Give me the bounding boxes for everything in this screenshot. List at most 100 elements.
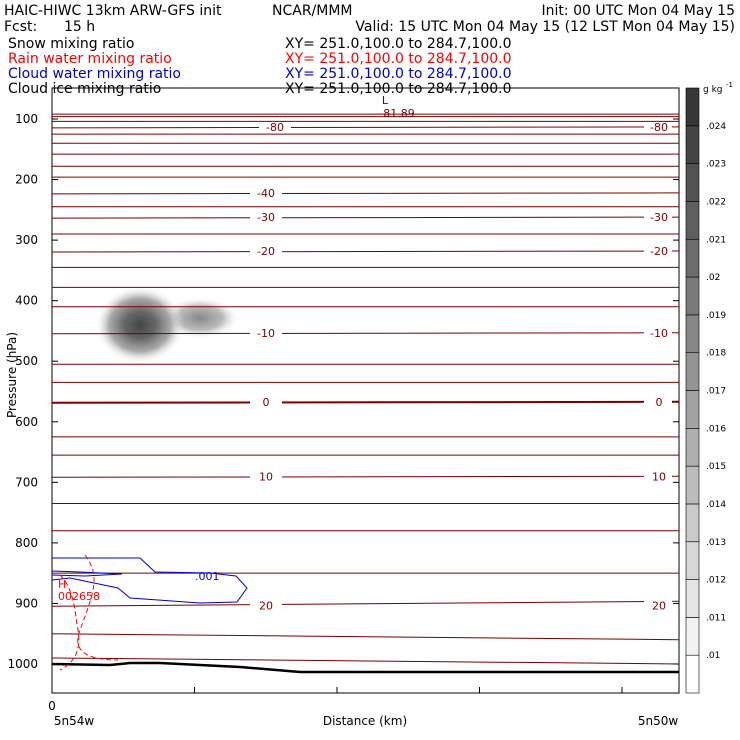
colorbar-level-label: .022	[706, 197, 726, 207]
cloud-water-contour: .001	[51, 557, 248, 604]
field-coordinates: XY= 251.0,100.0 to 284.7,100.0	[285, 51, 512, 67]
temperature-contour	[51, 250, 680, 253]
field-name: Cloud ice mixing ratio	[8, 81, 161, 97]
temperature-contour	[51, 657, 680, 665]
colorbar-level-label: .021	[706, 235, 726, 245]
colorbar-bin	[685, 465, 700, 505]
colorbar-bin	[685, 352, 700, 391]
x-tick-label-zero: 0	[48, 699, 56, 713]
field-name: Snow mixing ratio	[8, 36, 134, 52]
colorbar: .01 .011 .012 .013 .014 .015 .016 .017 .018 .019.…	[685, 87, 726, 694]
y-tick-label: 100	[15, 112, 38, 126]
contour-label-background	[250, 325, 282, 339]
colorbar-unit: g kg	[703, 85, 723, 95]
contour-label-background	[259, 119, 291, 133]
cloud-water-contour-label: .001	[195, 570, 220, 583]
terrain-line	[51, 661, 679, 674]
temperature-contour	[51, 126, 680, 129]
field-coordinates: XY= 251.0,100.0 to 284.7,100.0	[285, 66, 512, 82]
colorbar-bin	[685, 87, 700, 127]
colorbar-level-label: .016	[706, 424, 726, 434]
contour-label-background	[250, 469, 282, 483]
temperature-contour-label-right: -10	[650, 327, 668, 340]
forecast-label: Fcst:	[4, 19, 37, 35]
x-right-location-label: 5n50w	[638, 714, 679, 728]
temperature-contour	[51, 332, 680, 335]
colorbar-bin	[685, 276, 700, 316]
y-axis-label: Pressure (hPa)	[5, 332, 19, 418]
rain-maximum-value: 002658	[58, 590, 100, 603]
temperature-contour-label: 10	[259, 470, 273, 483]
y-tick-label: 600	[15, 415, 38, 429]
temperature-contour	[51, 192, 680, 195]
y-tick-label: 300	[15, 233, 38, 247]
colorbar-bin	[685, 503, 700, 543]
colorbar-level-label: .015	[706, 462, 726, 472]
temperature-contour-label: -40	[257, 187, 275, 200]
temperature-contour-label: -80	[266, 121, 284, 134]
contour-label-background	[644, 210, 672, 224]
colorbar-bin	[685, 314, 700, 353]
y-tick-label: 800	[15, 536, 38, 550]
temperature-minimum-marker: L	[382, 94, 389, 107]
contour-label-background	[250, 244, 282, 258]
colorbar-bin	[685, 163, 700, 202]
snow-mixing-ratio-shading	[96, 287, 238, 363]
rain-water-contour: H 002658	[58, 554, 119, 671]
rain-maximum-marker: H	[58, 578, 66, 591]
contour-label-background	[644, 325, 672, 339]
plot-organization: NCAR/MMM	[272, 3, 353, 19]
temperature-contour-label: 0	[263, 396, 270, 409]
colorbar-level-label: .013	[706, 538, 726, 548]
colorbar-level-label: .017	[706, 387, 726, 397]
temperature-contour-label: -20	[257, 245, 275, 258]
colorbar-level-label: .01	[706, 651, 720, 661]
temperature-contour	[51, 600, 680, 607]
colorbar-level-label: .02	[706, 273, 720, 283]
colorbar-level-label: .023	[706, 160, 726, 170]
temperature-minimum-value: -81.89	[379, 107, 414, 120]
y-tick-label: 400	[15, 294, 38, 308]
field-name: Rain water mixing ratio	[8, 51, 172, 67]
colorbar-unit-exponent: -1	[726, 81, 733, 89]
temperature-contour	[51, 216, 680, 219]
contour-label-background	[250, 210, 282, 224]
temperature-contour-label: -10	[257, 327, 275, 340]
x-axis-label: Distance (km)	[323, 714, 407, 728]
colorbar-level-label: .018	[706, 349, 726, 359]
colorbar-bin	[685, 201, 700, 240]
contour-label-background	[250, 598, 282, 612]
temperature-contours: -80 -80 -40 -30 -30 -20 -20 -10 -10 0 0 10 10 20 20	[51, 113, 680, 665]
temperature-contour-label-right: 20	[652, 599, 666, 612]
y-tick-label: 900	[15, 596, 38, 610]
x-left-location-label: 5n54w	[54, 714, 95, 728]
plot-title: HAIC-HIWC 13km ARW-GFS init	[4, 3, 222, 19]
temperature-contour-label: -30	[257, 211, 275, 224]
colorbar-bin	[685, 125, 700, 164]
valid-time: Valid: 15 UTC Mon 04 May 15 (12 LST Mon …	[355, 19, 735, 35]
y-tick-label: 1000	[7, 657, 38, 671]
contour-label-background	[644, 119, 672, 133]
temperature-contour	[51, 400, 680, 404]
colorbar-bin	[685, 579, 700, 618]
contour-label-background	[644, 598, 672, 612]
field-coordinates: XY= 251.0,100.0 to 284.7,100.0	[285, 81, 512, 97]
temperature-contour-label-right: -30	[650, 211, 668, 224]
colorbar-level-label: .014	[706, 500, 726, 510]
temperature-contour-label-right: 0	[656, 396, 663, 409]
colorbar-level-label: .012	[706, 576, 726, 586]
temperature-contour-label-right: -20	[650, 245, 668, 258]
y-tick-label: 200	[15, 173, 38, 187]
colorbar-bin	[685, 428, 700, 467]
colorbar-bin	[685, 654, 700, 694]
contour-label-background	[644, 244, 672, 258]
y-tick-label: 500	[15, 354, 38, 368]
temperature-contour-label-right: 10	[652, 470, 666, 483]
colorbar-bin	[685, 390, 700, 429]
temperature-contour	[51, 633, 680, 641]
field-name: Cloud water mixing ratio	[8, 66, 181, 82]
init-time: Init: 00 UTC Mon 04 May 15	[542, 3, 735, 19]
field-coordinates: XY= 251.0,100.0 to 284.7,100.0	[285, 36, 512, 52]
